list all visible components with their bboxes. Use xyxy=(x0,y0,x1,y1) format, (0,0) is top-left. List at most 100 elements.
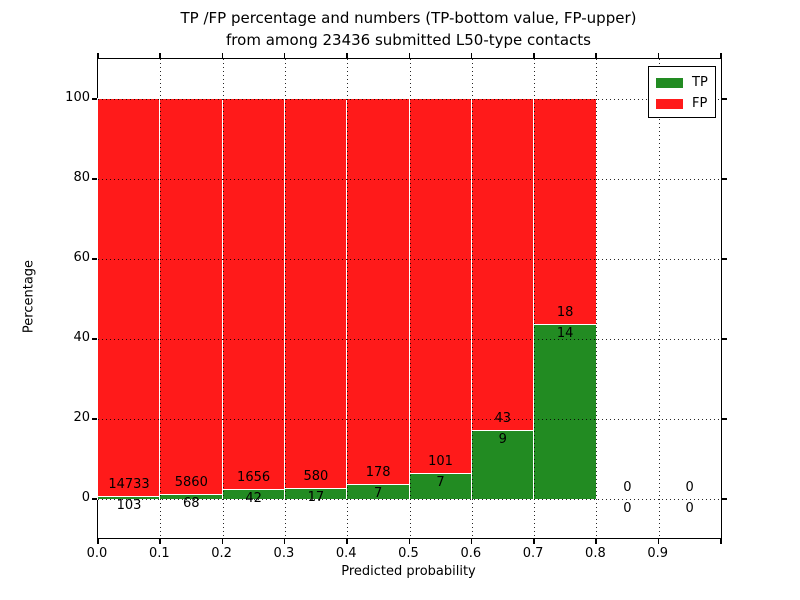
x-tick-label-0.7: 0.7 xyxy=(522,546,544,561)
bar-segment-tp-bin0 xyxy=(96,495,162,500)
count-labels-layer: 14733 103 5860 68 1656 42 580 17 178 7 101 7 43 9 18 14… xyxy=(98,59,721,538)
legend-label-fp: FP xyxy=(692,95,708,111)
bar-segment-fp-bin5 xyxy=(408,97,473,475)
gridline-x-0.6 xyxy=(471,59,473,538)
gridline-x-0.1 xyxy=(160,59,162,538)
grid-layer xyxy=(98,59,721,538)
tp-count-label-bin8: 0 xyxy=(623,501,632,516)
y-tick-right-100 xyxy=(722,98,727,100)
x-tick-bottom-8 xyxy=(595,539,597,544)
gridline-x-0.3 xyxy=(284,59,286,538)
x-tick-top-4 xyxy=(346,53,348,58)
y-tick-label-40: 40 xyxy=(73,330,90,345)
bar-segment-tp-bin2 xyxy=(221,488,286,500)
fp-count-label-bin7: 18 xyxy=(556,305,574,320)
y-tick-left-0 xyxy=(92,498,97,500)
y-axis-label: Percentage xyxy=(21,259,37,334)
x-tick-bottom-0 xyxy=(97,539,99,544)
y-tick-left-60 xyxy=(92,258,97,260)
chart-title-line1: TP /FP percentage and numbers (TP-bottom… xyxy=(180,9,637,27)
x-tick-bottom-1 xyxy=(159,539,161,544)
chart-title: TP /FP percentage and numbers (TP-bottom… xyxy=(97,7,720,51)
gridline-x-0.9 xyxy=(658,59,660,538)
tp-count-label-bin3: 17 xyxy=(307,489,325,505)
y-tick-left-100 xyxy=(92,98,97,100)
gridline-x-0.5 xyxy=(409,59,411,538)
x-tick-label-0.4: 0.4 xyxy=(335,546,357,561)
x-tick-top-3 xyxy=(283,53,286,58)
gridline-x-0.4 xyxy=(347,59,349,538)
x-tick-label-0.1: 0.1 xyxy=(148,546,170,561)
x-axis-label: Predicted probability xyxy=(341,564,476,579)
fp-count-label-bin8: 0 xyxy=(623,480,632,495)
fp-count-label-bin4: 178 xyxy=(365,464,391,480)
fp-count-label-bin9: 0 xyxy=(685,480,694,495)
y-tick-right-60 xyxy=(722,258,727,260)
x-tick-top-10 xyxy=(720,53,722,58)
legend-swatch-fp xyxy=(656,98,683,109)
bar-segment-tp-bin1 xyxy=(159,493,224,500)
y-tick-label-0: 0 xyxy=(81,490,90,505)
x-tick-top-1 xyxy=(159,53,161,58)
bar-segment-fp-bin1 xyxy=(159,97,224,496)
y-tick-right-80 xyxy=(722,178,727,180)
legend: TP FP xyxy=(648,66,716,118)
gridline-x-0.7 xyxy=(534,59,536,538)
x-tick-bottom-5 xyxy=(408,539,410,544)
legend-item-fp: FP xyxy=(649,93,715,114)
tp-count-label-bin7: 14 xyxy=(556,326,574,341)
x-tick-top-6 xyxy=(470,53,473,58)
x-tick-label-0.0: 0.0 xyxy=(86,546,108,561)
y-tick-right-20 xyxy=(722,418,727,420)
bar-segment-fp-bin0 xyxy=(96,97,162,498)
x-tick-label-0.5: 0.5 xyxy=(398,546,419,561)
x-tick-bottom-2 xyxy=(221,539,224,544)
x-tick-label-0.9: 0.9 xyxy=(647,546,669,561)
plot-area: 14733 103 5860 68 1656 42 580 17 178 7 101 7 43 9 18 14… xyxy=(96,58,722,539)
y-tick-left-80 xyxy=(92,178,97,180)
fp-count-label-bin1: 5860 xyxy=(174,475,208,491)
tp-count-label-bin1: 68 xyxy=(183,496,200,512)
y-tick-label-80: 80 xyxy=(73,170,90,185)
legend-swatch-tp xyxy=(656,77,683,88)
y-tick-left-40 xyxy=(92,338,97,340)
fp-count-label-bin2: 1656 xyxy=(237,470,271,486)
y-tick-right-0 xyxy=(722,498,727,500)
x-tick-label-0.8: 0.8 xyxy=(585,546,606,561)
bar-segment-tp-bin4 xyxy=(346,482,411,500)
x-tick-top-2 xyxy=(221,53,224,58)
legend-label-tp: TP xyxy=(692,74,708,90)
y-tick-right-40 xyxy=(722,338,727,340)
chart-title-line2: from among 23436 submitted L50-type cont… xyxy=(226,31,591,49)
x-tick-label-0.3: 0.3 xyxy=(273,546,295,561)
bar-segment-fp-bin6 xyxy=(470,98,536,431)
x-tick-bottom-9 xyxy=(657,539,660,544)
y-tick-label-20: 20 xyxy=(73,410,90,425)
fp-count-label-bin3: 580 xyxy=(303,468,329,484)
y-tick-left-20 xyxy=(92,418,97,420)
fp-count-label-bin5: 101 xyxy=(428,454,453,470)
x-tick-bottom-10 xyxy=(720,539,722,544)
legend-item-tp: TP xyxy=(649,72,715,93)
tp-count-label-bin5: 7 xyxy=(436,475,445,491)
x-tick-top-8 xyxy=(595,53,597,58)
x-tick-top-5 xyxy=(408,53,410,58)
x-tick-top-7 xyxy=(533,53,535,58)
x-tick-label-0.2: 0.2 xyxy=(211,546,232,561)
tp-count-label-bin9: 0 xyxy=(685,501,694,516)
x-tick-top-9 xyxy=(657,53,660,58)
x-tick-bottom-4 xyxy=(346,539,348,544)
x-tick-bottom-3 xyxy=(283,539,286,544)
tp-count-label-bin6: 9 xyxy=(498,431,507,447)
bars-layer xyxy=(96,59,721,538)
tp-count-label-bin2: 42 xyxy=(245,491,262,507)
fp-count-label-bin6: 43 xyxy=(494,410,512,426)
tp-count-label-bin4: 7 xyxy=(374,485,383,501)
gridline-x-0.8 xyxy=(596,59,598,538)
bar-segment-tp-bin3 xyxy=(283,486,349,501)
y-tick-label-60: 60 xyxy=(73,250,90,265)
y-tick-label-100: 100 xyxy=(65,90,90,105)
bar-segment-tp-bin5 xyxy=(408,472,473,500)
bar-segment-tp-bin6 xyxy=(470,428,536,500)
